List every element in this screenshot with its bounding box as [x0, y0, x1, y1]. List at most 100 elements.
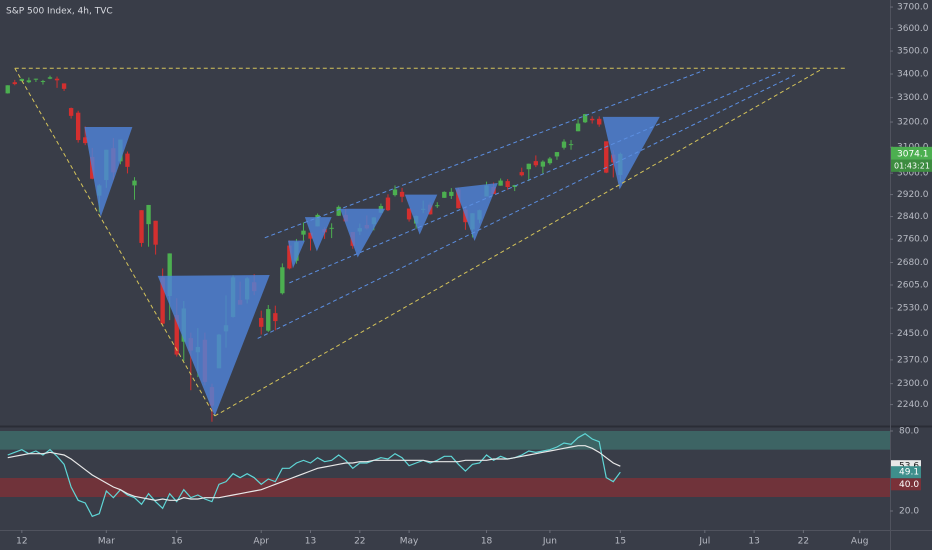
trend-line	[257, 74, 796, 339]
candle-body	[336, 206, 341, 216]
candle-body	[540, 161, 546, 167]
triangle-pattern	[84, 127, 133, 218]
candle-body	[568, 144, 574, 146]
y-tick-label: 3400.0	[897, 70, 929, 80]
candle-body	[54, 78, 60, 81]
x-tick-label: Aug	[851, 537, 869, 547]
x-tick-label: Jun	[542, 537, 557, 547]
x-tick-label: 16	[171, 537, 183, 547]
last-price-tag	[891, 146, 932, 160]
candle-body	[40, 81, 46, 83]
triangle-pattern	[304, 217, 332, 252]
last-price-label: 3074.1	[897, 149, 929, 159]
y-tick-label: 2920.0	[897, 190, 929, 200]
x-tick-label: 13	[305, 537, 316, 547]
candle-body	[547, 158, 553, 164]
candle-body	[399, 191, 405, 197]
trend-line	[264, 69, 705, 239]
candle-body	[47, 77, 53, 79]
candle-body	[167, 253, 172, 297]
triangle-pattern	[287, 240, 305, 269]
y-tick-label: 3600.0	[897, 24, 929, 34]
y-tick-label: 3500.0	[897, 47, 929, 57]
rsi-band	[0, 478, 890, 497]
triangle-pattern	[404, 194, 438, 235]
candle-body	[442, 191, 447, 198]
candle-body	[75, 112, 81, 141]
trend-line	[289, 71, 781, 284]
candle-body	[589, 118, 595, 121]
candle-body	[266, 309, 271, 331]
triangle-pattern	[340, 208, 386, 258]
y-tick-label: 2680.0	[897, 258, 929, 268]
candle-body	[125, 153, 130, 167]
candle-body	[12, 82, 17, 85]
candle-body	[160, 277, 165, 324]
candle-body	[554, 152, 560, 157]
candle-body	[456, 189, 461, 209]
y-tick-label: 3000.0	[897, 169, 929, 179]
x-tick-label: Jul	[698, 537, 710, 547]
candle-body	[33, 78, 39, 80]
candle-body	[582, 114, 588, 123]
chart-title: S&P 500 Index, 4h, TVC	[6, 7, 113, 17]
level-tag	[891, 478, 921, 491]
triangle-pattern	[454, 182, 498, 241]
candle-body	[329, 227, 334, 229]
candle-body	[385, 197, 391, 211]
rsi-value-tag	[891, 466, 921, 479]
candle-body	[174, 315, 179, 355]
candle-body	[392, 189, 398, 196]
y-tick-label: 2240.0	[897, 400, 929, 410]
x-tick-label: 13	[748, 537, 759, 547]
y-tick-label: 2300.0	[897, 379, 929, 389]
rsi-band	[0, 431, 890, 450]
triangle-pattern	[157, 275, 270, 416]
x-tick-label: 22	[798, 537, 809, 547]
candle-body	[435, 205, 440, 207]
candle-body	[561, 141, 567, 148]
candle-body	[259, 317, 264, 327]
candle-body	[83, 137, 88, 144]
candle-body	[19, 78, 25, 82]
x-tick-label: Mar	[98, 537, 115, 547]
rsi-tick-label: 80.0	[899, 427, 919, 437]
rsi-line	[7, 445, 621, 501]
triangle-pattern	[602, 116, 660, 190]
candle-body	[301, 230, 306, 235]
main-pane	[5, 67, 846, 422]
candle-body	[139, 210, 144, 243]
y-tick-label: 2605.0	[897, 281, 929, 291]
y-tick-label: 2450.0	[897, 329, 929, 339]
trend-line	[214, 69, 821, 417]
y-tick-label: 2840.0	[897, 212, 929, 222]
y-tick-label: 3200.0	[897, 118, 929, 128]
x-tick-label: May	[400, 537, 419, 547]
level-label: 40.0	[899, 480, 919, 490]
candle-body	[26, 80, 32, 83]
candle-body	[280, 267, 285, 294]
axes: 2240.02300.02370.02450.02530.02605.02680…	[16, 3, 932, 547]
candle-body	[68, 108, 74, 116]
candle-body	[533, 161, 539, 166]
candle-body	[406, 208, 412, 220]
candle-body	[132, 180, 137, 186]
y-tick-label: 2760.0	[897, 235, 929, 245]
x-tick-label: 15	[615, 537, 626, 547]
x-tick-label: 18	[481, 537, 493, 547]
countdown-label: 01:43:21	[894, 161, 930, 170]
x-tick-label: 22	[354, 537, 365, 547]
rsi-pane	[0, 431, 890, 518]
candle-body	[308, 232, 313, 239]
x-tick-label: 12	[16, 537, 27, 547]
candle-body	[597, 118, 602, 125]
candle-body	[498, 180, 503, 186]
candle-body	[146, 204, 151, 225]
candle-body	[61, 83, 67, 89]
y-tick-label: 3700.0	[897, 3, 929, 13]
x-tick-label: Apr	[253, 537, 269, 547]
rsi-value-label: 49.1	[899, 468, 919, 478]
candle-body	[505, 181, 510, 188]
